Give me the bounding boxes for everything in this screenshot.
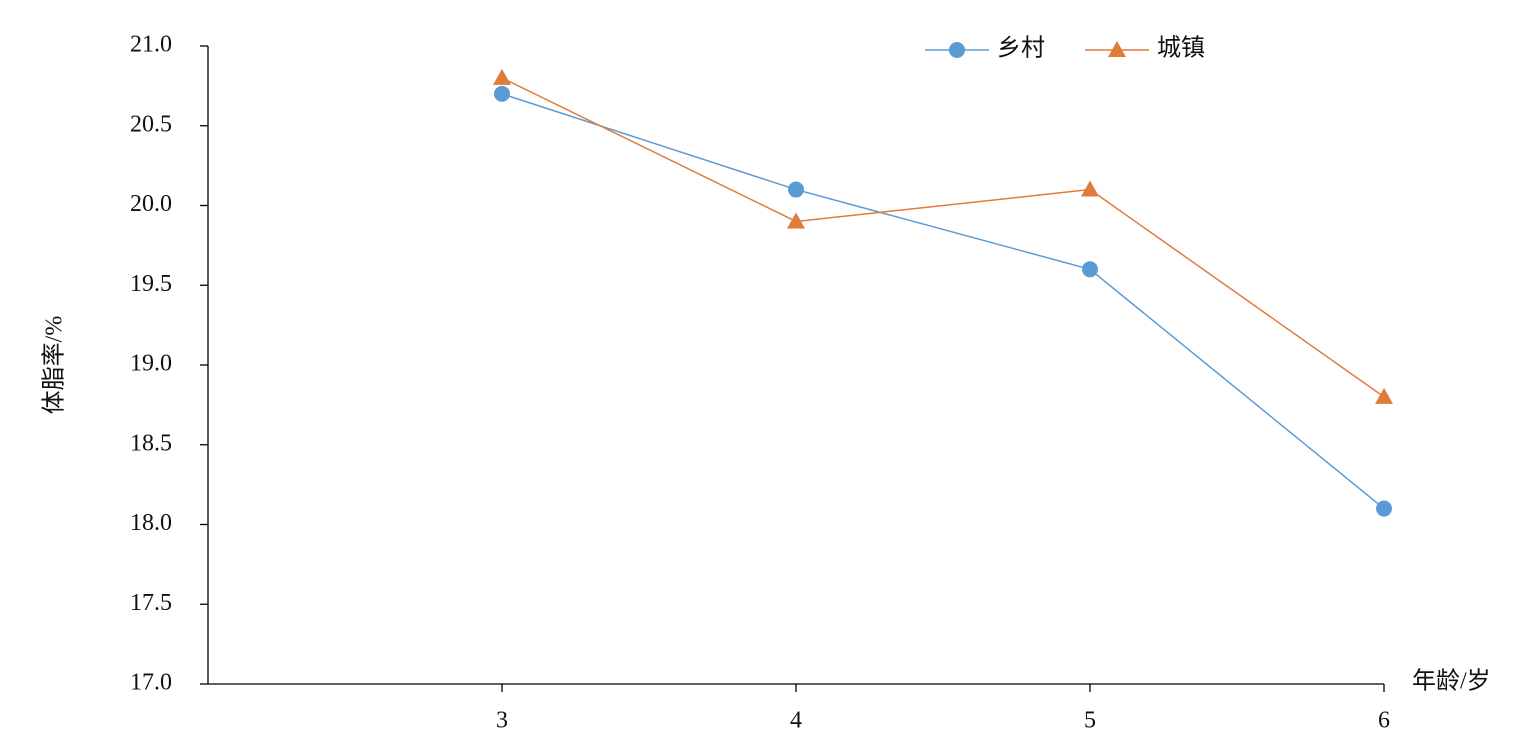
y-tick-label: 18.0 bbox=[130, 510, 172, 536]
legend-marker bbox=[1108, 41, 1126, 57]
x-tick-label: 6 bbox=[1378, 708, 1390, 734]
series-line bbox=[501, 77, 1385, 398]
legend-marker bbox=[949, 42, 965, 58]
y-tick-label: 17.0 bbox=[130, 670, 172, 696]
y-tick-label: 21.0 bbox=[130, 32, 172, 58]
data-point bbox=[1081, 180, 1099, 197]
legend-label: 乡村 bbox=[997, 35, 1045, 62]
data-point bbox=[1082, 261, 1098, 278]
legend-label: 城镇 bbox=[1157, 35, 1205, 62]
x-tick-label: 4 bbox=[790, 708, 802, 734]
y-tick-label: 20.0 bbox=[130, 191, 172, 217]
x-axis-label: 年龄/岁 bbox=[1412, 668, 1491, 695]
y-tick-label: 20.5 bbox=[130, 111, 172, 137]
data-point bbox=[493, 68, 511, 85]
y-tick-label: 17.5 bbox=[130, 590, 172, 616]
x-tick-label: 5 bbox=[1084, 708, 1096, 734]
data-point bbox=[1376, 500, 1392, 517]
x-tick-label: 3 bbox=[496, 708, 508, 734]
series-line bbox=[501, 93, 1385, 510]
data-point bbox=[788, 181, 804, 198]
y-tick-label: 19.5 bbox=[130, 271, 172, 297]
data-point bbox=[494, 85, 510, 102]
y-tick-label: 18.5 bbox=[130, 430, 172, 456]
data-point bbox=[1375, 387, 1393, 404]
y-tick-label: 19.0 bbox=[130, 351, 172, 377]
y-axis-label: 体脂率/% bbox=[41, 316, 68, 415]
data-point bbox=[787, 212, 805, 229]
